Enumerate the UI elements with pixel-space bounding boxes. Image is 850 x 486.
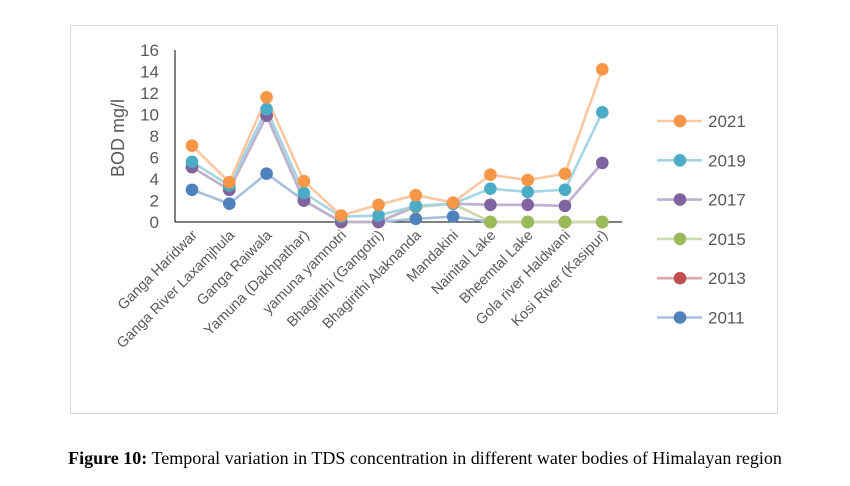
point-2021	[260, 91, 273, 104]
legend-label: 2015	[708, 230, 746, 249]
point-2011	[409, 212, 423, 226]
y-axis-ticks: 0 2 4 6 8 10 12 14 16	[140, 41, 159, 232]
figure-caption: Figure 10: Temporal variation in TDS con…	[0, 448, 850, 469]
point-2015	[596, 215, 609, 229]
point-2015	[484, 215, 497, 229]
y-tick-label: 12	[140, 84, 159, 103]
point-2019	[521, 185, 534, 199]
legend: 2021 2019 2017 2015 2013 2011	[657, 112, 746, 328]
legend-item-2013: 2013	[657, 269, 746, 288]
legend-item-2021: 2021	[657, 112, 746, 131]
y-tick-label: 6	[150, 149, 159, 168]
point-2017	[521, 198, 534, 212]
point-2019	[409, 199, 423, 213]
legend-marker	[673, 193, 687, 206]
point-2021	[297, 174, 311, 188]
legend-item-2015: 2015	[657, 230, 746, 249]
series-line-2021	[191, 68, 604, 218]
legend-marker	[673, 114, 687, 128]
series-points	[185, 63, 609, 229]
point-2021	[223, 175, 236, 189]
legend-item-2011: 2011	[657, 309, 745, 328]
y-tick-label: 10	[140, 106, 159, 125]
point-2019	[484, 182, 497, 195]
point-2011	[185, 183, 199, 197]
legend-marker	[673, 154, 687, 167]
legend-label: 2013	[708, 269, 746, 288]
point-2017	[596, 156, 609, 170]
point-2019	[185, 155, 199, 169]
legend-label: 2017	[708, 191, 746, 210]
point-2021	[409, 188, 423, 202]
point-2015	[558, 215, 572, 229]
y-tick-label: 0	[150, 213, 159, 232]
point-2021	[596, 63, 609, 76]
legend-item-2019: 2019	[657, 151, 746, 170]
point-2017	[558, 199, 572, 213]
y-tick-label: 2	[150, 192, 159, 211]
point-2011	[223, 197, 236, 211]
point-2021	[446, 196, 460, 209]
y-tick-label: 8	[150, 127, 159, 146]
point-2019	[260, 102, 273, 116]
point-2021	[558, 167, 572, 180]
series-lines	[191, 68, 604, 224]
legend-label: 2019	[708, 151, 746, 170]
point-2021	[521, 173, 534, 187]
legend-marker	[673, 232, 687, 246]
point-2019	[372, 209, 385, 222]
y-axis-label: BOD mg/l	[108, 99, 128, 177]
point-2021	[484, 168, 497, 181]
point-2019	[297, 186, 311, 200]
point-2015	[521, 215, 534, 229]
point-2021	[372, 198, 385, 212]
line-chart: 0 2 4 6 8 10 12 14 16 BOD mg/l Ganga HaridwarGan…	[108, 41, 746, 352]
point-2021	[334, 209, 348, 222]
y-tick-label: 4	[150, 170, 159, 189]
legend-label: 2011	[708, 309, 745, 328]
y-tick-label: 14	[140, 63, 159, 82]
legend-marker	[673, 311, 687, 324]
figure-caption-text: Temporal variation in TDS concentration …	[147, 448, 782, 468]
legend-label: 2021	[708, 112, 746, 131]
point-2011	[260, 167, 273, 180]
figure-label: Figure 10:	[68, 448, 148, 468]
point-2011	[446, 210, 460, 223]
point-2021	[185, 139, 199, 152]
point-2017	[484, 198, 497, 212]
legend-marker	[673, 271, 687, 285]
point-2019	[596, 106, 609, 119]
series-line-2017	[191, 112, 604, 224]
point-2019	[558, 183, 572, 197]
legend-item-2017: 2017	[657, 191, 746, 210]
y-tick-label: 16	[140, 41, 159, 60]
